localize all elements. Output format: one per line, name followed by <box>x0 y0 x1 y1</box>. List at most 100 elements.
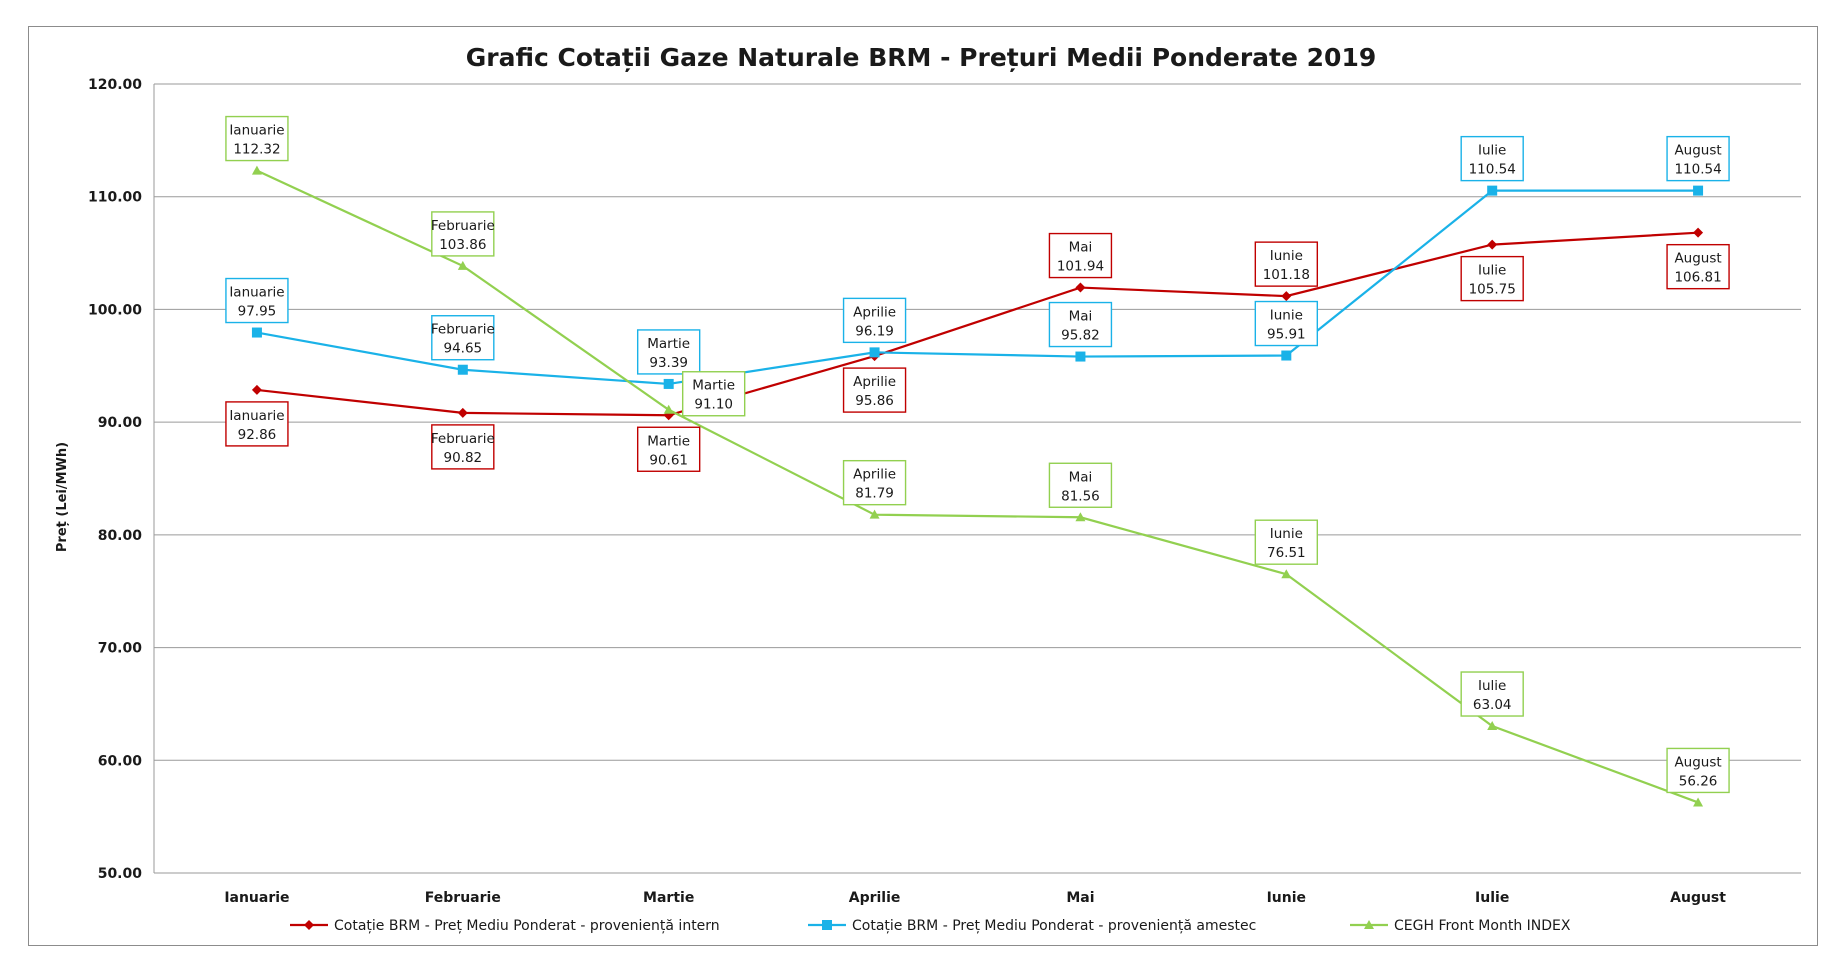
data-label: Iunie 95.91 <box>1254 300 1319 347</box>
data-label-category: Iulie <box>1478 263 1506 279</box>
data-label: Februarie 94.65 <box>431 315 495 361</box>
legend-item-3: CEGH Front Month INDEX <box>1350 918 1571 934</box>
data-label-box <box>1254 241 1319 287</box>
data-label: August 110.54 <box>1666 135 1730 182</box>
data-label-box <box>1048 301 1113 348</box>
data-label-category: Mai <box>1069 309 1093 325</box>
data-label-value: 106.81 <box>1674 270 1721 286</box>
data-point <box>1281 291 1292 302</box>
data-label: Februarie 103.86 <box>431 211 495 257</box>
data-label-category: Iulie <box>1478 678 1506 694</box>
data-point <box>457 260 468 270</box>
data-label-value: 90.61 <box>649 452 688 468</box>
data-label-category: August <box>1674 143 1721 159</box>
data-label-value: 101.94 <box>1057 259 1104 275</box>
data-point <box>869 347 880 358</box>
y-tick-label: 90.00 <box>98 415 143 431</box>
y-tick-label: 60.00 <box>98 753 143 769</box>
data-label: Ianuarie 92.86 <box>225 401 289 447</box>
data-label-box <box>842 297 907 344</box>
x-tick-label: Iunie <box>1267 890 1306 906</box>
data-label: Aprilie 96.19 <box>842 297 907 344</box>
series-lines <box>251 165 1704 807</box>
data-label-box <box>1048 232 1113 279</box>
data-label: Mai 101.94 <box>1048 232 1113 279</box>
data-label: Iulie 63.04 <box>1460 671 1524 717</box>
legend-label: CEGH Front Month INDEX <box>1394 918 1571 934</box>
data-label-value: 112.32 <box>233 142 280 158</box>
x-tick-labels: Ianuarie Februarie Martie Aprilie Mai Iunie Iu… <box>224 890 1726 906</box>
data-label-category: Mai <box>1069 469 1093 485</box>
data-label-value: 81.56 <box>1061 488 1100 504</box>
x-tick-label: Aprilie <box>849 890 901 906</box>
data-label-value: 56.26 <box>1679 773 1718 789</box>
data-label-value: 95.91 <box>1267 327 1306 343</box>
data-label-category: Ianuarie <box>229 285 284 301</box>
data-label-box <box>1460 255 1524 302</box>
x-tick-label: August <box>1670 890 1726 906</box>
chart-frame <box>28 26 1818 946</box>
data-label-value: 110.54 <box>1674 162 1721 178</box>
series-2 <box>251 185 1704 389</box>
data-label-category: Martie <box>647 336 690 352</box>
data-label-value: 63.04 <box>1473 697 1512 713</box>
data-label-category: Martie <box>647 433 690 449</box>
data-label: Martie 90.61 <box>636 426 701 472</box>
data-label-category: Aprilie <box>853 374 896 390</box>
data-point <box>1075 282 1086 293</box>
data-label-box <box>1254 519 1319 565</box>
data-label: Aprilie 95.86 <box>842 367 907 413</box>
data-label-box <box>681 371 746 417</box>
data-point <box>663 378 674 389</box>
data-labels: Ianuarie 92.86 Februarie 90.82 Martie 90.61 Ap… <box>225 115 1730 794</box>
series-line <box>256 169 1699 804</box>
data-label-value: 103.86 <box>439 237 486 253</box>
data-label-value: 76.51 <box>1267 545 1306 561</box>
data-label-value: 96.19 <box>855 323 894 339</box>
x-tick-label: Iulie <box>1475 890 1509 906</box>
data-label-box <box>636 426 701 472</box>
data-label: Iulie 110.54 <box>1460 135 1524 182</box>
data-point <box>1075 351 1086 362</box>
y-tick-label: 70.00 <box>98 641 143 657</box>
legend-marker <box>822 920 832 930</box>
data-label-category: Ianuarie <box>229 408 284 424</box>
data-label-box <box>842 459 907 506</box>
legend-label: Cotație BRM - Preț Mediu Ponderat - prov… <box>334 918 720 934</box>
series-1 <box>251 227 1704 421</box>
x-tick-label: Ianuarie <box>224 890 289 906</box>
data-label: Aprilie 81.79 <box>842 459 907 506</box>
data-label: August 56.26 <box>1666 747 1730 794</box>
y-tick-labels: 120.00 110.00 100.00 90.00 80.00 70.00 60.00 50… <box>88 77 142 882</box>
data-point <box>663 404 674 414</box>
data-label-box <box>1048 462 1113 508</box>
y-tick-label: 120.00 <box>88 77 142 93</box>
data-label-category: August <box>1674 754 1721 770</box>
data-label: Mai 95.82 <box>1048 301 1113 348</box>
data-label-value: 110.54 <box>1469 162 1516 178</box>
y-tick-label: 80.00 <box>98 528 143 544</box>
data-label-box <box>431 211 495 257</box>
data-label-box <box>636 329 701 375</box>
data-label-category: Mai <box>1069 240 1093 256</box>
data-label-category: Februarie <box>431 431 495 447</box>
series-line <box>256 231 1699 417</box>
data-point <box>1693 797 1704 807</box>
data-label-box <box>1460 135 1524 182</box>
data-label-value: 90.82 <box>443 450 482 466</box>
data-label-value: 105.75 <box>1469 282 1516 298</box>
data-label-category: Iunie <box>1270 526 1303 542</box>
y-tick-label: 50.00 <box>98 866 143 882</box>
data-label: Martie 91.10 <box>681 371 746 417</box>
data-label-category: Iulie <box>1478 143 1506 159</box>
data-label-box <box>842 367 907 413</box>
data-point <box>1487 721 1498 731</box>
data-point <box>251 327 262 338</box>
data-label-category: Februarie <box>431 322 495 338</box>
data-label-value: 81.79 <box>855 486 894 502</box>
x-tick-label: Mai <box>1066 890 1094 906</box>
legend-label: Cotație BRM - Preț Mediu Ponderat - prov… <box>852 918 1256 934</box>
data-label-value: 92.86 <box>238 427 277 443</box>
data-point <box>251 165 262 175</box>
